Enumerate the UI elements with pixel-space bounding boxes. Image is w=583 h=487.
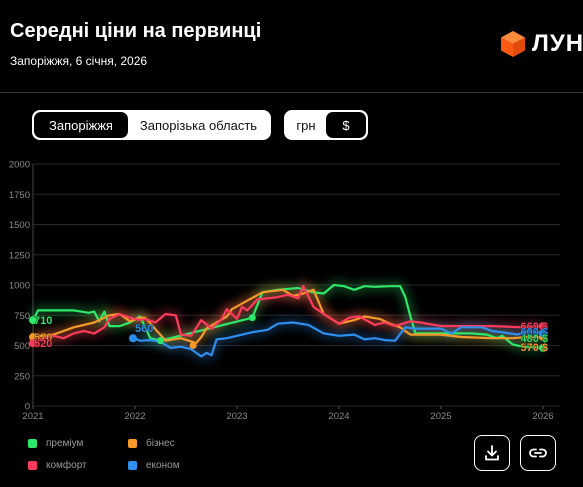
x-tick-label: 2025 (430, 411, 451, 422)
chart-legend: преміум бізнес комфорт економ (28, 436, 228, 480)
header-divider (0, 92, 583, 93)
download-button[interactable] (474, 435, 510, 471)
y-tick-label: 750 (14, 311, 30, 322)
y-tick-label: 1500 (9, 220, 30, 231)
y-tick-label: 1000 (9, 281, 30, 292)
y-tick-label: 2000 (9, 160, 30, 171)
x-tick-label: 2023 (226, 411, 247, 422)
x-tick-label: 2021 (22, 411, 43, 422)
series-end-label: 600 $ (520, 326, 548, 338)
series-start-label: 520 (34, 338, 52, 350)
legend-label: бізнес (146, 438, 175, 449)
legend-swatch (28, 461, 37, 470)
series-end-dot (539, 322, 547, 331)
y-tick-label: 0 (25, 402, 30, 413)
legend-item-econom[interactable]: економ (128, 460, 180, 471)
link-icon (529, 448, 547, 458)
page-subtitle: Запоріжжя, 6 січня, 2026 (10, 54, 148, 68)
series-start-label: 560 (135, 323, 153, 335)
lun-logo: ЛУН (500, 30, 583, 58)
series-start-dot (29, 316, 37, 325)
x-tick-label: 2026 (532, 411, 553, 422)
x-tick-label: 2022 (124, 411, 145, 422)
legend-label: економ (146, 460, 180, 471)
legend-item-premium[interactable]: преміум (28, 438, 83, 449)
series-end-label: 660 $ (520, 321, 548, 333)
legend-swatch (128, 461, 137, 470)
y-tick-label: 500 (14, 341, 30, 352)
series-start-label: 710 (34, 315, 52, 327)
legend-swatch (128, 439, 137, 448)
copy-link-button[interactable] (520, 435, 556, 471)
series-end-dot (539, 329, 547, 338)
series-start-label: 570 (34, 332, 52, 344)
legend-swatch (28, 439, 37, 448)
series-end-label: 480 $ (520, 333, 548, 345)
series-start-dot (29, 333, 37, 342)
series-start-dot (128, 334, 137, 343)
series-start-dot (29, 339, 37, 348)
tab-zaporizhzhia[interactable]: Запоріжжя (34, 112, 128, 138)
download-icon (485, 445, 499, 461)
cube-logo-icon (501, 31, 525, 57)
currency-switcher: грн $ (284, 110, 368, 140)
tab-currency-usd[interactable]: $ (326, 112, 366, 138)
series-line-1 (32, 288, 543, 345)
legend-label: преміум (46, 438, 84, 449)
legend-label: комфорт (46, 460, 87, 471)
series-marker-dot (248, 314, 256, 322)
series-marker-dot (189, 342, 197, 349)
series-end-dot (539, 343, 547, 352)
series-line-3 (132, 321, 544, 358)
tab-currency-uah[interactable]: грн (296, 117, 316, 133)
series-end-label: 570 $ (520, 342, 548, 354)
series-line-2 (32, 285, 544, 345)
x-tick-label: 2024 (328, 411, 349, 422)
legend-item-comfort[interactable]: комфорт (28, 460, 87, 471)
logo-text: ЛУН (532, 30, 583, 57)
region-switcher: Запоріжжя Запорізька область (32, 110, 271, 140)
legend-item-business[interactable]: бізнес (128, 438, 175, 449)
page-title: Середні ціни на первинці (10, 20, 262, 42)
series-marker-dot (157, 337, 164, 345)
y-tick-label: 1250 (9, 250, 30, 261)
tab-zaporizhzhia-oblast[interactable]: Запорізька область (139, 117, 258, 133)
price-chart: 0 250 500 750 1000 1250 1500 1750 2000 2021 2022 2… (9, 160, 560, 422)
y-tick-label: 250 (14, 371, 30, 382)
y-tick-label: 1750 (9, 190, 30, 201)
